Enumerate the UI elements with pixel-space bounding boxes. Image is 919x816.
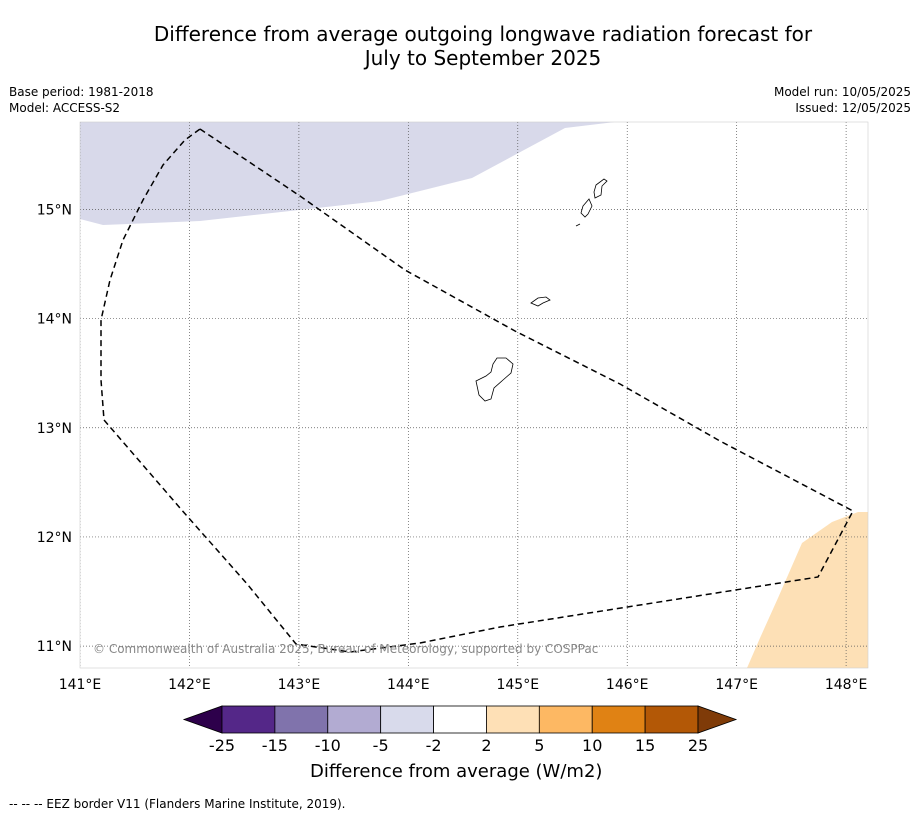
colorbar: [182, 705, 738, 734]
lat-tick-label: 14°N: [37, 312, 72, 328]
map-plot-area: [80, 122, 868, 668]
rota-island: [530, 296, 551, 307]
colorbar-segment: [433, 705, 487, 734]
colorbar-segment: [327, 705, 382, 734]
colorbar-tick-label: 5: [534, 736, 545, 755]
eez-legend-text: -- -- -- EEZ border V11 (Flanders Marine…: [9, 797, 346, 811]
base-period-text: Base period: 1981-2018: [9, 85, 154, 99]
colorbar-tick-label: -2: [425, 736, 442, 755]
colorbar-title: Difference from average (W/m2): [310, 761, 603, 782]
title-line-1: Difference from average outgoing longwav…: [153, 22, 813, 46]
colorbar-segment: [591, 705, 646, 734]
colorbar-tick-label: -15: [261, 736, 288, 755]
copyright-text: © Commonwealth of Australia 2025, Bureau…: [93, 642, 598, 656]
lon-tick-label: 142°E: [168, 677, 211, 693]
lat-tick-label: 12°N: [37, 530, 72, 546]
colorbar-tick-label: -5: [372, 736, 389, 755]
colorbar-tick-label: 2: [481, 736, 492, 755]
colorbar-extend-high: [697, 705, 738, 734]
colorbar-extend-low: [182, 705, 223, 734]
lon-tick-label: 143°E: [278, 677, 321, 693]
lon-tick-label: 146°E: [606, 677, 649, 693]
colorbar-segment: [380, 705, 434, 734]
above-average-region: [747, 512, 868, 668]
colorbar-segment: [486, 705, 540, 734]
chart-title: Difference from average outgoing longwav…: [0, 22, 919, 70]
colorbar-tick-label: 10: [582, 736, 603, 755]
saipan-island: [593, 178, 608, 199]
lon-tick-label: 144°E: [387, 677, 430, 693]
model-text: Model: ACCESS-S2: [9, 101, 121, 115]
colorbar-tick-label: -25: [208, 736, 236, 755]
map-frame: [79, 121, 869, 669]
colorbar-segment: [644, 705, 699, 734]
aguijan-island: [575, 223, 581, 227]
longitude-labels: 141°E 142°E 143°E 144°E 145°E 146°E 147°E 148°E: [59, 677, 868, 693]
meta-right: Model run: 10/05/2025 Issued: 12/05/2025: [774, 84, 911, 116]
latitude-labels: 15°N 14°N 13°N 12°N 11°N: [37, 202, 72, 655]
title-line-2: July to September 2025: [364, 46, 602, 70]
issued-text: Issued: 12/05/2025: [795, 101, 911, 115]
lon-tick-label: 148°E: [825, 677, 868, 693]
colorbar-tick-label: 15: [634, 736, 656, 755]
colorbar-segment: [538, 705, 593, 734]
gridlines: [80, 122, 868, 668]
lon-tick-label: 141°E: [59, 677, 102, 693]
lat-tick-label: 15°N: [37, 202, 72, 218]
guam-island: [475, 357, 514, 402]
lon-tick-label: 145°E: [496, 677, 539, 693]
colorbar-segment: [221, 705, 276, 734]
eez-border: [100, 128, 855, 653]
colorbar-tick-label: 25: [687, 736, 709, 755]
lat-tick-label: 13°N: [37, 421, 72, 437]
colorbar-tick-label: -10: [314, 736, 341, 755]
tinian-island: [580, 198, 593, 218]
model-run-text: Model run: 10/05/2025: [773, 85, 911, 99]
meta-left: Base period: 1981-2018 Model: ACCESS-S2: [9, 84, 154, 116]
lat-tick-label: 11°N: [37, 639, 72, 655]
below-average-region: [80, 122, 615, 225]
colorbar-segment: [274, 705, 329, 734]
lon-tick-label: 147°E: [715, 677, 758, 693]
